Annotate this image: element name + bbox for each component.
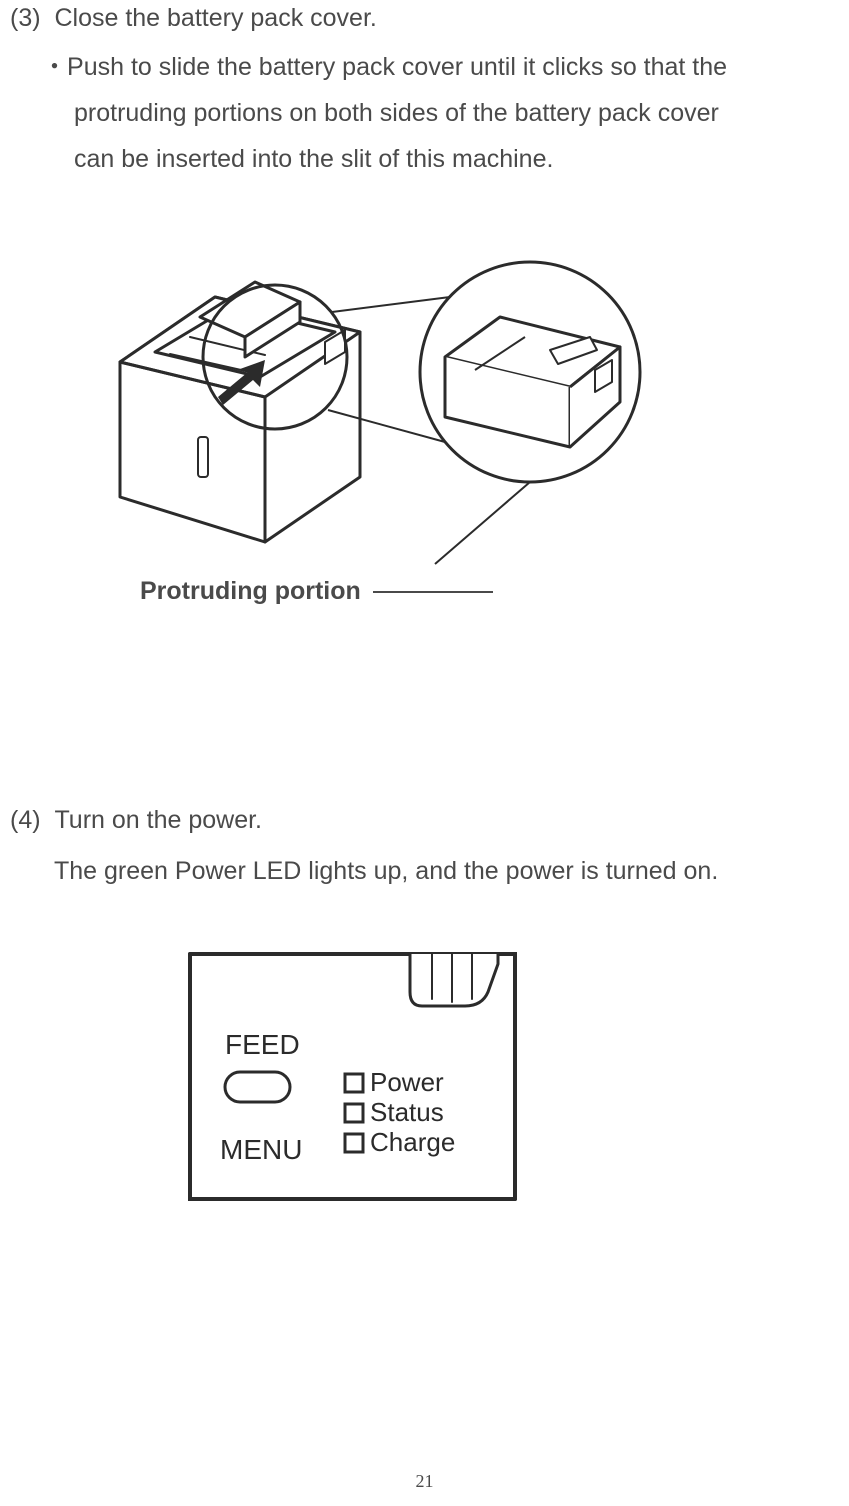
status-led-box — [345, 1104, 363, 1122]
step-3-bullet-line3: can be inserted into the slit of this ma… — [10, 136, 839, 182]
step-3-number: (3) — [10, 0, 41, 38]
figure1-leader-line — [373, 591, 493, 593]
page-number: 21 — [0, 1471, 849, 1492]
step-4-number: (4) — [10, 802, 41, 840]
step-4-heading: (4) Turn on the power. — [10, 802, 839, 840]
charge-led-label: Charge — [370, 1127, 455, 1157]
step-3-bullet: ・Push to slide the battery pack cover un… — [10, 44, 839, 90]
menu-label: MENU — [220, 1134, 302, 1165]
battery-cover-svg — [100, 242, 660, 582]
step-4-title: Turn on the power. — [54, 802, 262, 840]
step-3-title: Close the battery pack cover. — [54, 0, 376, 38]
power-led-box — [345, 1074, 363, 1092]
status-led-label: Status — [370, 1097, 444, 1127]
figure1-label: Protruding portion — [140, 577, 361, 606]
control-panel-svg: FEED MENU Power Status Charge — [170, 944, 530, 1224]
step-3-bullet-line1: Push to slide the battery pack cover unt… — [67, 53, 727, 81]
step-3-bullet-line2: protruding portions on both sides of the… — [10, 90, 839, 136]
step-3-heading: (3) Close the battery pack cover. — [10, 0, 839, 38]
feed-button — [225, 1072, 290, 1102]
power-led-label: Power — [370, 1067, 444, 1097]
step-4-desc: The green Power LED lights up, and the p… — [10, 848, 839, 894]
feed-label: FEED — [225, 1029, 300, 1060]
bullet-marker: ・ — [42, 53, 67, 81]
figure-control-panel: FEED MENU Power Status Charge — [170, 944, 530, 1224]
charge-led-box — [345, 1134, 363, 1152]
figure-battery-cover: Protruding portion — [100, 242, 660, 622]
